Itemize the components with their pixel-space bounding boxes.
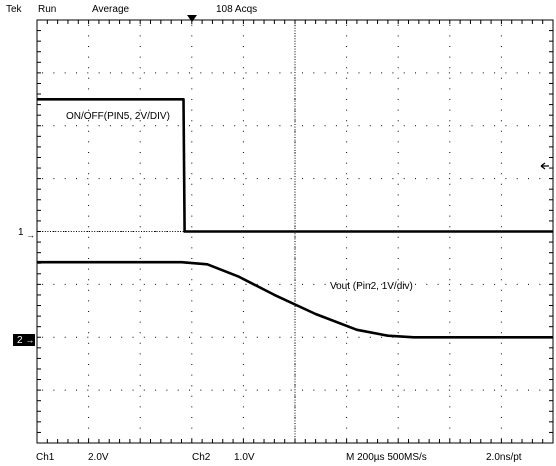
ch1-label: Ch1 [36, 452, 55, 463]
timebase-readout: M 200µs 500MS/s [346, 452, 427, 463]
trigger-level-arrow [540, 162, 549, 170]
ch1-scale: 2.0V [88, 452, 109, 463]
ch1-ground-marker: 1 [18, 227, 24, 238]
ch2-marker-label: 2 [17, 335, 23, 346]
ch2-ground-arrow: → [25, 335, 35, 345]
run-status: Run [38, 4, 57, 15]
brand-label: Tek [6, 4, 22, 15]
ch2-scale: 1.0V [234, 452, 255, 463]
sample-interval: 2.0ns/pt [486, 452, 522, 463]
trace-ch1 [37, 98, 553, 233]
acquisition-mode: Average [92, 4, 130, 15]
ch1-ground-arrow: → [26, 230, 35, 240]
waveform-traces [37, 98, 553, 339]
trace-ch2 [37, 260, 553, 339]
ch1-annotation: ON/OFF(PIN5, 2V/DIV) [66, 111, 170, 122]
ch2-annotation: Vout (Pin2, 1V/div) [330, 281, 413, 292]
acquisition-count: 108 Acqs [216, 4, 258, 15]
trigger-position-marker [187, 15, 197, 22]
ch2-label: Ch2 [192, 452, 211, 463]
ch2-ground-marker: 2 → [13, 334, 35, 346]
